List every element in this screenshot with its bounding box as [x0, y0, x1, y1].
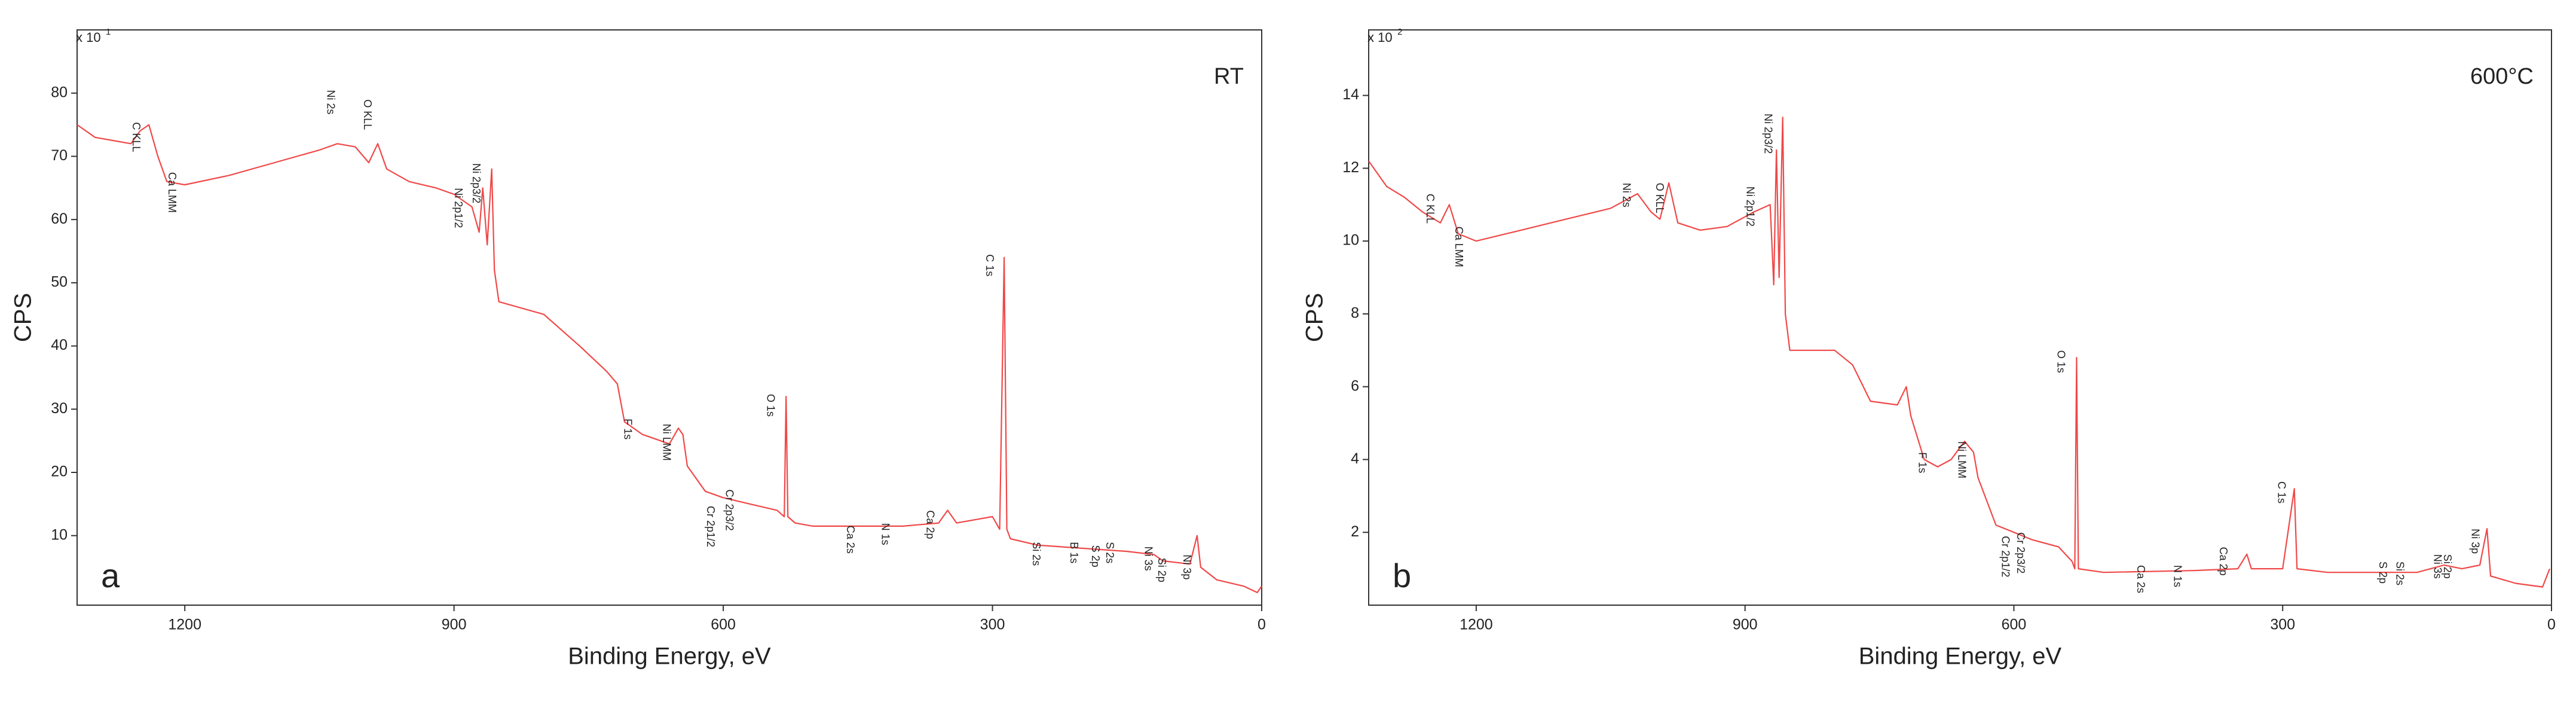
x-tick-label: 0 [1258, 617, 1266, 633]
peak-label: Ni LMM [660, 424, 672, 461]
peak-label: Si 2p [1156, 558, 1168, 582]
multiplier-exponent: 2 [1397, 27, 1402, 37]
multiplier-base: x 10 [1367, 30, 1393, 45]
peak-label: C KLL [1424, 194, 1436, 224]
peak-label: Ni LMM [1956, 441, 1968, 478]
y-tick-label: 4 [1351, 450, 1359, 467]
y-tick-label: 40 [51, 337, 68, 353]
condition-label: RT [1214, 64, 1244, 89]
peak-label: B 1s [1068, 542, 1080, 563]
peak-label: C KLL [130, 122, 142, 152]
x-axis-title: Binding Energy, eV [1859, 643, 2062, 670]
x-tick-label: 900 [1733, 617, 1758, 633]
peak-label: S 2p [1090, 545, 1102, 567]
y-tick-label: 60 [51, 210, 68, 227]
x-tick-label: 300 [2270, 617, 2295, 633]
peak-label: C 1s [984, 254, 996, 276]
y-tick-label: 6 [1351, 377, 1359, 394]
peak-label: Ca LMM [1453, 227, 1465, 267]
multiplier-exponent: 1 [106, 27, 111, 37]
peak-label: Ni 2s [1621, 183, 1633, 207]
y-tick-label: 10 [1342, 232, 1359, 249]
peak-label: S 2s [1104, 542, 1116, 563]
peak-label: Ni 2p3/2 [470, 163, 482, 203]
peak-label: Cr 2p3/2 [2015, 532, 2027, 573]
peak-label: Ca 2s [2135, 565, 2147, 593]
y-tick-label: 14 [1342, 86, 1359, 103]
x-tick-label: 1200 [1460, 617, 1493, 633]
x-tick-label: 0 [2547, 617, 2556, 633]
peak-label: Ni 3s [1143, 547, 1155, 571]
y-tick-label: 12 [1342, 159, 1359, 176]
plot-frame [1368, 29, 2552, 606]
spectrum-line [1368, 117, 2551, 588]
peak-label: Ni 3s [2431, 554, 2443, 579]
peak-label: N 1s [2172, 565, 2184, 587]
y-tick-label: 10 [51, 526, 68, 543]
peak-label: O KLL [1654, 183, 1666, 213]
peak-label: Si 2s [2394, 561, 2406, 585]
peak-label: Ni 3p [1181, 554, 1193, 579]
y-tick-label: 50 [51, 273, 68, 290]
peak-label: N 1s [880, 523, 892, 545]
corner-label: b [1393, 557, 1411, 594]
peak-label: Ni 2p1/2 [1744, 187, 1756, 227]
peak-label: C 1s [2275, 481, 2287, 503]
peak-label: F 1s [1916, 452, 1928, 473]
peak-label: Ni 2s [325, 90, 337, 114]
y-tick-label: 80 [51, 84, 68, 100]
y-tick-label: 20 [51, 463, 68, 480]
y-tick-label: 2 [1351, 523, 1359, 540]
y-tick-label: 30 [51, 400, 68, 417]
peak-label: Cr 2p1/2 [2000, 536, 2012, 577]
condition-label: 600°C [2470, 64, 2534, 89]
spectrum-line [77, 124, 1262, 593]
x-tick-label: 300 [980, 617, 1005, 633]
peak-label: O 1s [2055, 350, 2067, 373]
peak-label: Ni 2p3/2 [1762, 114, 1774, 154]
x-tick-label: 600 [711, 617, 736, 633]
peak-label: Ca 2p [925, 510, 937, 539]
peak-label: O 1s [764, 394, 776, 417]
x-axis-title: Binding Energy, eV [568, 643, 771, 670]
peak-label: Ni 2p1/2 [452, 188, 464, 228]
peak-label: Cr 2p3/2 [723, 490, 735, 531]
peak-label: Ni 3p [2469, 529, 2481, 554]
y-tick-label: 8 [1351, 305, 1359, 322]
x-tick-label: 900 [442, 617, 467, 633]
multiplier-base: x 10 [76, 30, 101, 45]
peak-label: S 2p [2377, 561, 2389, 584]
corner-label: a [101, 557, 120, 594]
peak-label: Si 2s [1030, 542, 1042, 566]
peak-label: Si 2p [2442, 554, 2453, 579]
y-axis-title: CPS [10, 293, 36, 342]
plot-frame [77, 29, 1262, 606]
y-tick-label: 70 [51, 147, 68, 164]
peak-label: Ca LMM [166, 172, 178, 213]
chart-panel: 1200 900 600 300 0 2 4 6 8 10 12 14 x 10 2 Binding Ene… [1302, 27, 2556, 670]
peak-label: O KLL [362, 99, 374, 130]
peak-label: Ca 2p [2217, 547, 2229, 576]
peak-label: F 1s [622, 419, 634, 440]
peak-label: Ca 2s [845, 526, 856, 554]
chart-panel: 1200 900 600 300 0 10 20 30 40 50 60 70 80 x 10 1 Bindi… [10, 27, 1266, 670]
y-axis-title: CPS [1302, 293, 1328, 342]
x-tick-label: 1200 [168, 617, 201, 633]
x-tick-label: 600 [2002, 617, 2027, 633]
peak-label: Cr 2p1/2 [705, 506, 717, 547]
